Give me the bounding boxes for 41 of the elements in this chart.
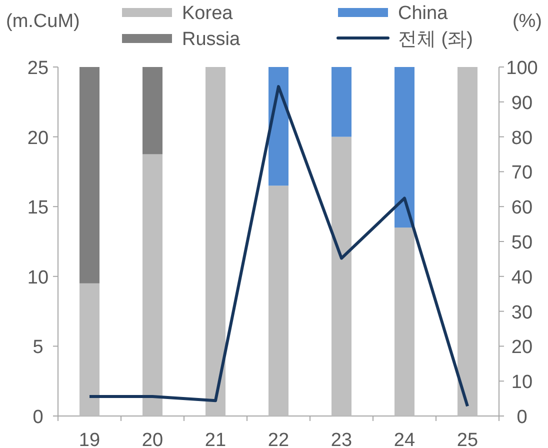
y-axis-title: (m.CuM): [6, 11, 80, 32]
y2-tick-label: 0: [516, 407, 528, 428]
bar: [80, 283, 100, 416]
bar: [394, 67, 414, 228]
y2-tick-label: 30: [511, 302, 533, 324]
x-tick-label: 24: [394, 430, 416, 448]
y2-tick-label: 70: [511, 162, 533, 184]
bar: [206, 67, 226, 416]
y2-axis-title: (%): [512, 11, 542, 32]
y-tick-label: 5: [32, 337, 44, 358]
y2-tick-label: 40: [511, 267, 533, 288]
y-tick-label: 20: [27, 128, 49, 149]
legend-label: Russia: [182, 29, 241, 50]
x-tick-label: 22: [268, 430, 290, 448]
bar: [80, 67, 100, 284]
bar: [332, 67, 352, 137]
bar: [142, 67, 162, 154]
legend-label: Korea: [182, 3, 234, 24]
x-tick-label: 25: [456, 430, 478, 448]
x-tick-label: 21: [204, 430, 226, 448]
y2-tick-label: 90: [511, 92, 533, 114]
y2-tick-label: 80: [511, 128, 533, 149]
bar: [332, 136, 352, 416]
y2-tick-label: 50: [511, 232, 533, 254]
x-tick-label: 20: [142, 430, 164, 448]
bar: [394, 228, 414, 416]
y-tick-label: 15: [27, 198, 49, 219]
y-tick-label: 10: [27, 267, 49, 288]
bar: [458, 67, 478, 416]
y2-tick-label: 20: [511, 337, 533, 358]
bar: [142, 154, 162, 416]
legend-label: China: [398, 3, 448, 24]
x-tick-label: 19: [78, 430, 100, 448]
y-tick-label: 25: [27, 58, 49, 79]
y2-tick-label: 60: [511, 198, 533, 219]
y-tick-label: 0: [32, 407, 44, 428]
y2-tick-label: 10: [511, 372, 533, 394]
x-tick-label: 23: [330, 430, 352, 448]
legend-label: 전체 (좌): [398, 29, 473, 50]
y2-tick-label: 100: [506, 58, 538, 79]
bar: [268, 186, 288, 416]
